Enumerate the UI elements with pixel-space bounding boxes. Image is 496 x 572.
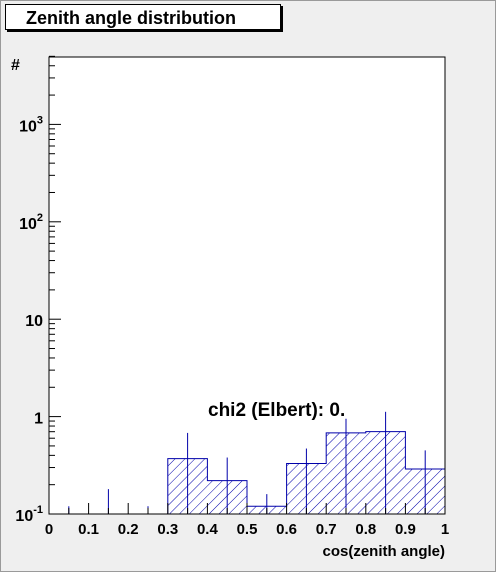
- x-axis-label: cos(zenith angle): [322, 543, 445, 560]
- chi2-annotation: chi2 (Elbert): 0.: [208, 400, 345, 421]
- x-tick-label: 0: [45, 521, 53, 538]
- y-tick-label: 1: [34, 411, 43, 428]
- x-tick-label: 0.8: [355, 521, 376, 538]
- y-tick-label: 10-1: [15, 504, 43, 525]
- x-tick-label: 0.9: [395, 521, 416, 538]
- y-axis-label: #: [11, 57, 20, 74]
- y-tick-label: 102: [19, 212, 43, 233]
- x-tick-label: 0.4: [197, 521, 219, 538]
- y-tick-label: 10: [25, 313, 43, 330]
- x-tick-label: 0.3: [157, 521, 178, 538]
- x-tick-label: 1: [441, 521, 449, 538]
- y-tick-label: 103: [19, 114, 43, 135]
- x-tick-label: 0.7: [316, 521, 337, 538]
- x-tick-label: 0.5: [237, 521, 258, 538]
- chart-title: Zenith angle distribution: [5, 4, 281, 30]
- x-tick-label: 0.1: [78, 521, 99, 538]
- x-tick-label: 0.6: [276, 521, 297, 538]
- x-tick-label: 0.2: [118, 521, 139, 538]
